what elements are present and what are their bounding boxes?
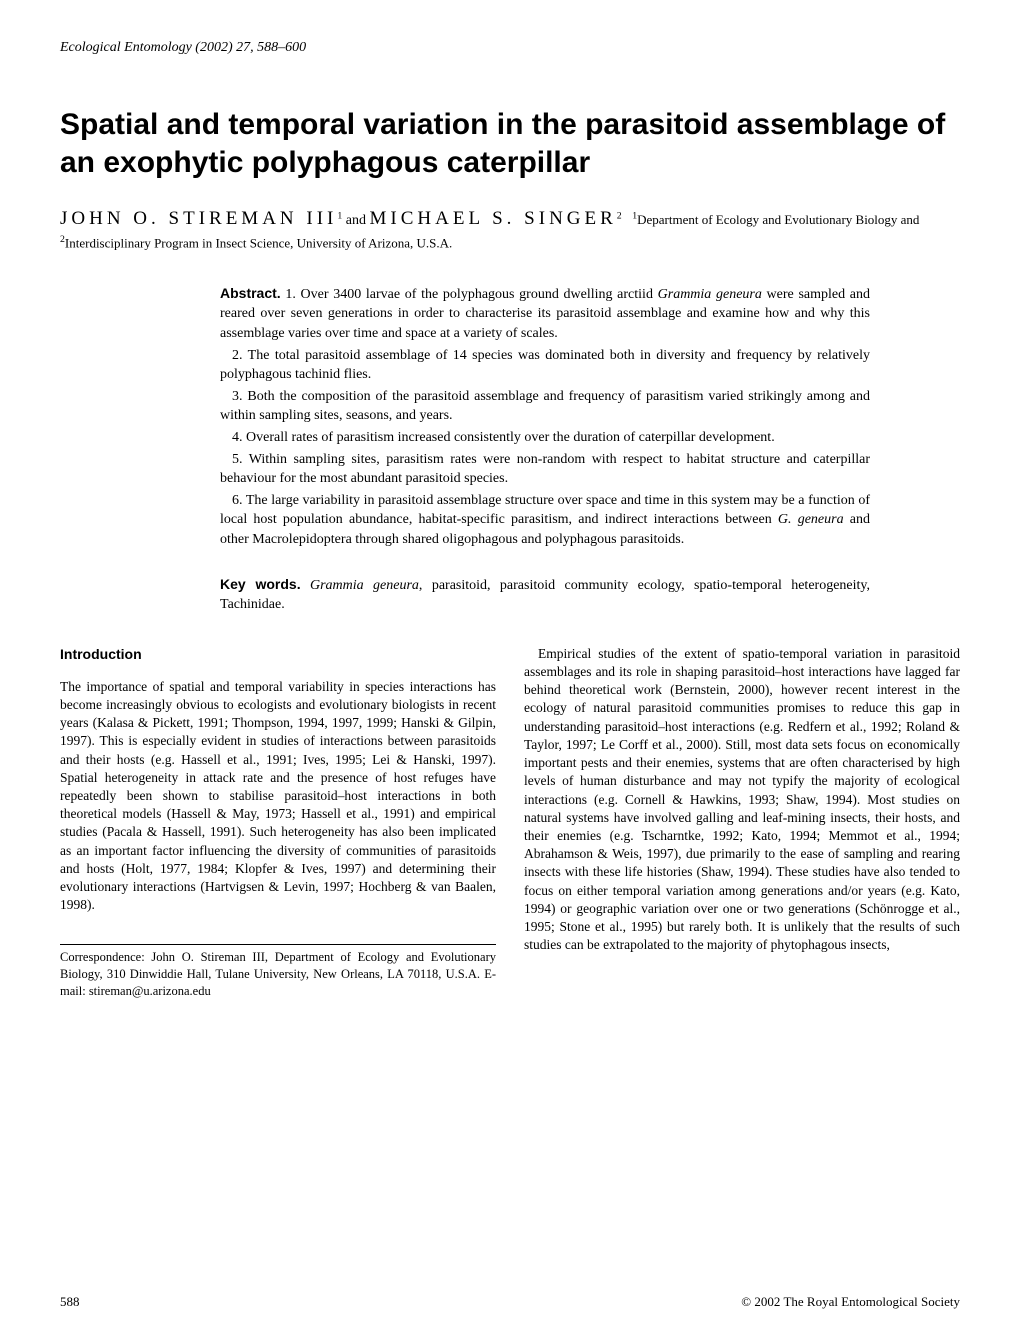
keywords-species: Grammia geneura: [301, 578, 419, 593]
intro-paragraph-left: The importance of spatial and temporal v…: [60, 678, 496, 915]
correspondence-note: Correspondence: John O. Stireman III, De…: [60, 944, 496, 1000]
copyright: © 2002 The Royal Entomological Society: [741, 1294, 960, 1310]
abstract-point-4: 4. Overall rates of parasitism increased…: [220, 428, 870, 448]
abstract: Abstract. 1. Over 3400 larvae of the pol…: [220, 284, 870, 550]
abstract-p1-species: Grammia geneura: [658, 287, 762, 302]
abstract-point-5: 5. Within sampling sites, parasitism rat…: [220, 450, 870, 489]
abstract-point-1: Abstract. 1. Over 3400 larvae of the pol…: [220, 284, 870, 344]
article-title: Spatial and temporal variation in the pa…: [60, 106, 960, 181]
left-column: Introduction The importance of spatial a…: [60, 645, 496, 1000]
affiliation-2: Interdisciplinary Program in Insect Scie…: [65, 235, 452, 250]
abstract-p6-species: G. geneura: [778, 512, 844, 527]
abstract-point-2: 2. The total parasitoid assemblage of 14…: [220, 346, 870, 385]
authors-affiliations: JOHN O. STIREMAN III1 and MICHAEL S. SIN…: [60, 206, 960, 254]
journal-header: Ecological Entomology (2002) 27, 588–600: [60, 40, 960, 56]
correspondence-text: Correspondence: John O. Stireman III, De…: [60, 949, 496, 1000]
keywords: Key words. Grammia geneura, parasitoid, …: [220, 575, 870, 615]
abstract-point-6: 6. The large variability in parasitoid a…: [220, 491, 870, 550]
author-2-sup: 2: [617, 210, 622, 221]
intro-paragraph-right: Empirical studies of the extent of spati…: [524, 645, 960, 955]
affiliation-1: Department of Ecology and Evolutionary B…: [637, 212, 919, 227]
keywords-label: Key words.: [220, 576, 301, 592]
authors-and: and: [346, 213, 370, 228]
page-footer: 588 © 2002 The Royal Entomological Socie…: [60, 1294, 960, 1310]
abstract-label: Abstract.: [220, 285, 281, 301]
right-column: Empirical studies of the extent of spati…: [524, 645, 960, 1000]
author-1: JOHN O. STIREMAN III: [60, 208, 337, 229]
author-1-sup: 1: [337, 210, 342, 221]
author-2: MICHAEL S. SINGER: [370, 208, 617, 229]
body-columns: Introduction The importance of spatial a…: [60, 645, 960, 1000]
page-number: 588: [60, 1294, 80, 1310]
abstract-point-3: 3. Both the composition of the parasitoi…: [220, 387, 870, 426]
introduction-heading: Introduction: [60, 645, 496, 664]
abstract-p1-prefix: 1. Over 3400 larvae of the polyphagous g…: [281, 287, 658, 302]
abstract-p6-prefix: 6. The large variability in parasitoid a…: [220, 493, 870, 528]
